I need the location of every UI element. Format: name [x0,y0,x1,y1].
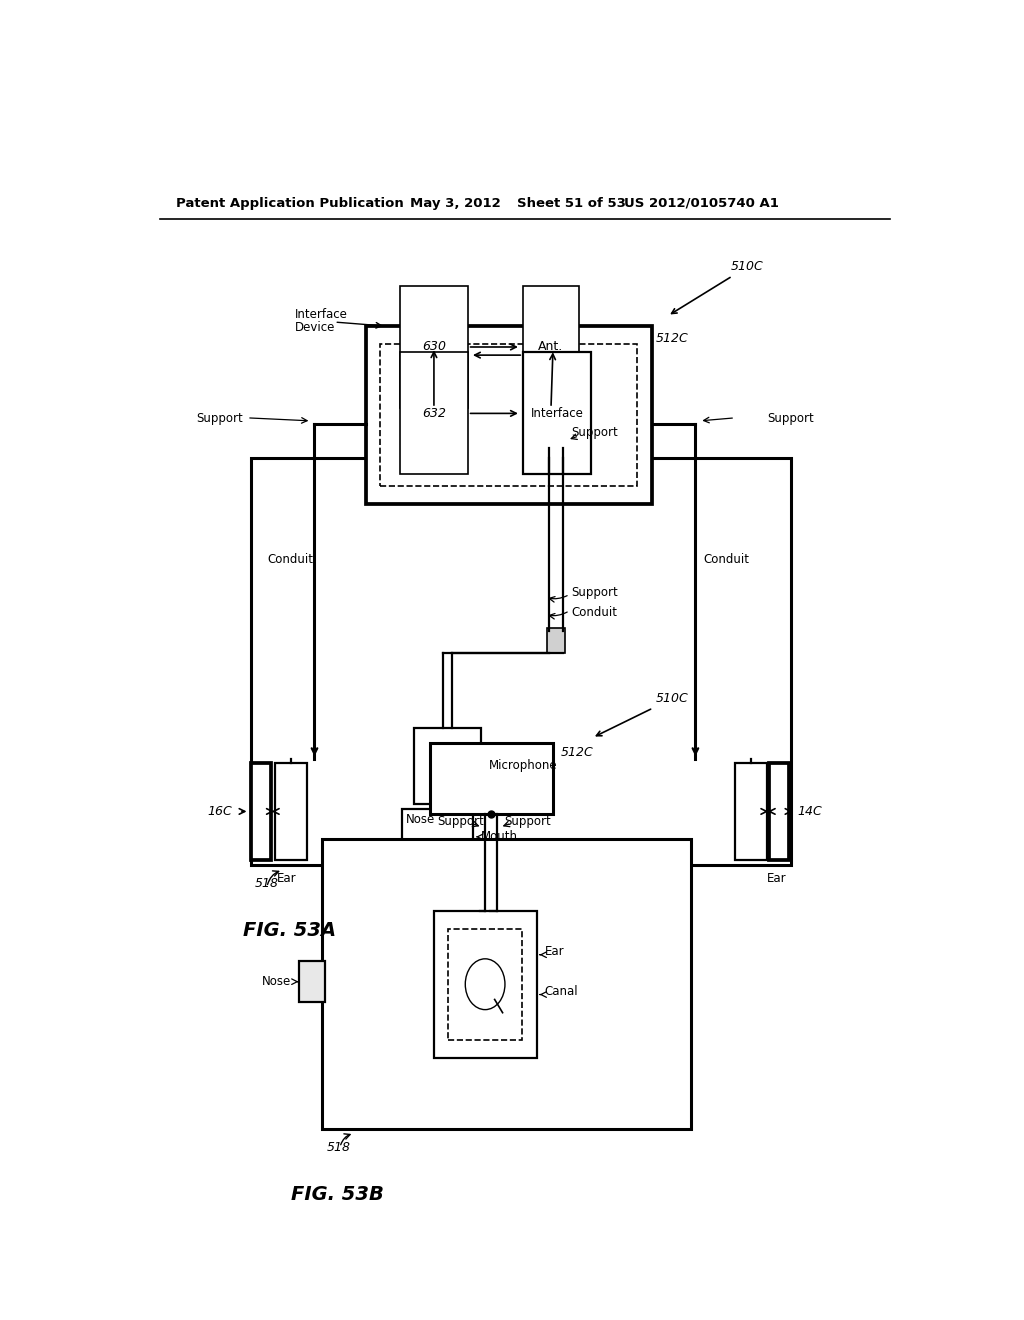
Bar [380,345,638,486]
Text: Support: Support [571,426,617,440]
Bar [401,809,473,865]
Text: May 3, 2012: May 3, 2012 [410,197,501,210]
Text: Ear: Ear [276,871,297,884]
Text: 512C: 512C [560,747,593,759]
Text: FIG. 53B: FIG. 53B [291,1185,384,1204]
Text: Conduit: Conduit [703,553,750,566]
Bar [299,961,325,1002]
Text: Support: Support [437,814,484,828]
Bar [447,929,522,1040]
Text: US 2012/0105740 A1: US 2012/0105740 A1 [624,197,779,210]
Text: 518: 518 [327,1140,350,1154]
Text: Sheet 51 of 53: Sheet 51 of 53 [517,197,626,210]
Bar [400,286,468,408]
Bar [414,727,481,804]
Text: 510C: 510C [672,260,764,314]
Bar [274,763,306,859]
Bar [548,628,565,653]
Bar [367,326,651,504]
Text: Interface: Interface [295,308,347,321]
Bar [251,763,270,859]
Text: 518: 518 [255,876,279,890]
Text: Device: Device [295,321,335,334]
Text: 630: 630 [422,341,445,354]
Text: Conduit: Conduit [267,553,313,566]
Bar [523,286,579,408]
Text: Ear: Ear [545,945,564,958]
Text: Conduit: Conduit [571,606,617,619]
Text: 632: 632 [422,407,445,420]
Bar [735,763,767,859]
Text: Patent Application Publication: Patent Application Publication [176,197,403,210]
Text: Microphone: Microphone [489,759,558,772]
Text: 14C: 14C [797,805,821,818]
Text: Mouth: Mouth [481,830,518,843]
Text: Ant.: Ant. [539,341,563,354]
Text: Support: Support [504,814,551,828]
Text: Ear: Ear [767,871,786,884]
Text: 16C: 16C [207,805,232,818]
Text: Support: Support [197,412,243,425]
Bar [400,352,468,474]
Text: 512C: 512C [655,331,688,345]
Bar [251,458,791,865]
Text: Support: Support [767,412,814,425]
Text: Nose: Nose [261,975,291,989]
Text: Interface: Interface [530,407,584,420]
Bar [430,743,553,814]
Text: Canal: Canal [545,985,579,998]
Bar [433,911,537,1057]
Bar [523,352,591,474]
Text: 510C: 510C [596,692,688,735]
Bar [323,840,691,1129]
Text: FIG. 53A: FIG. 53A [243,921,336,940]
Bar [769,763,790,859]
Text: Nose: Nose [406,813,435,825]
Text: Support: Support [571,586,617,599]
